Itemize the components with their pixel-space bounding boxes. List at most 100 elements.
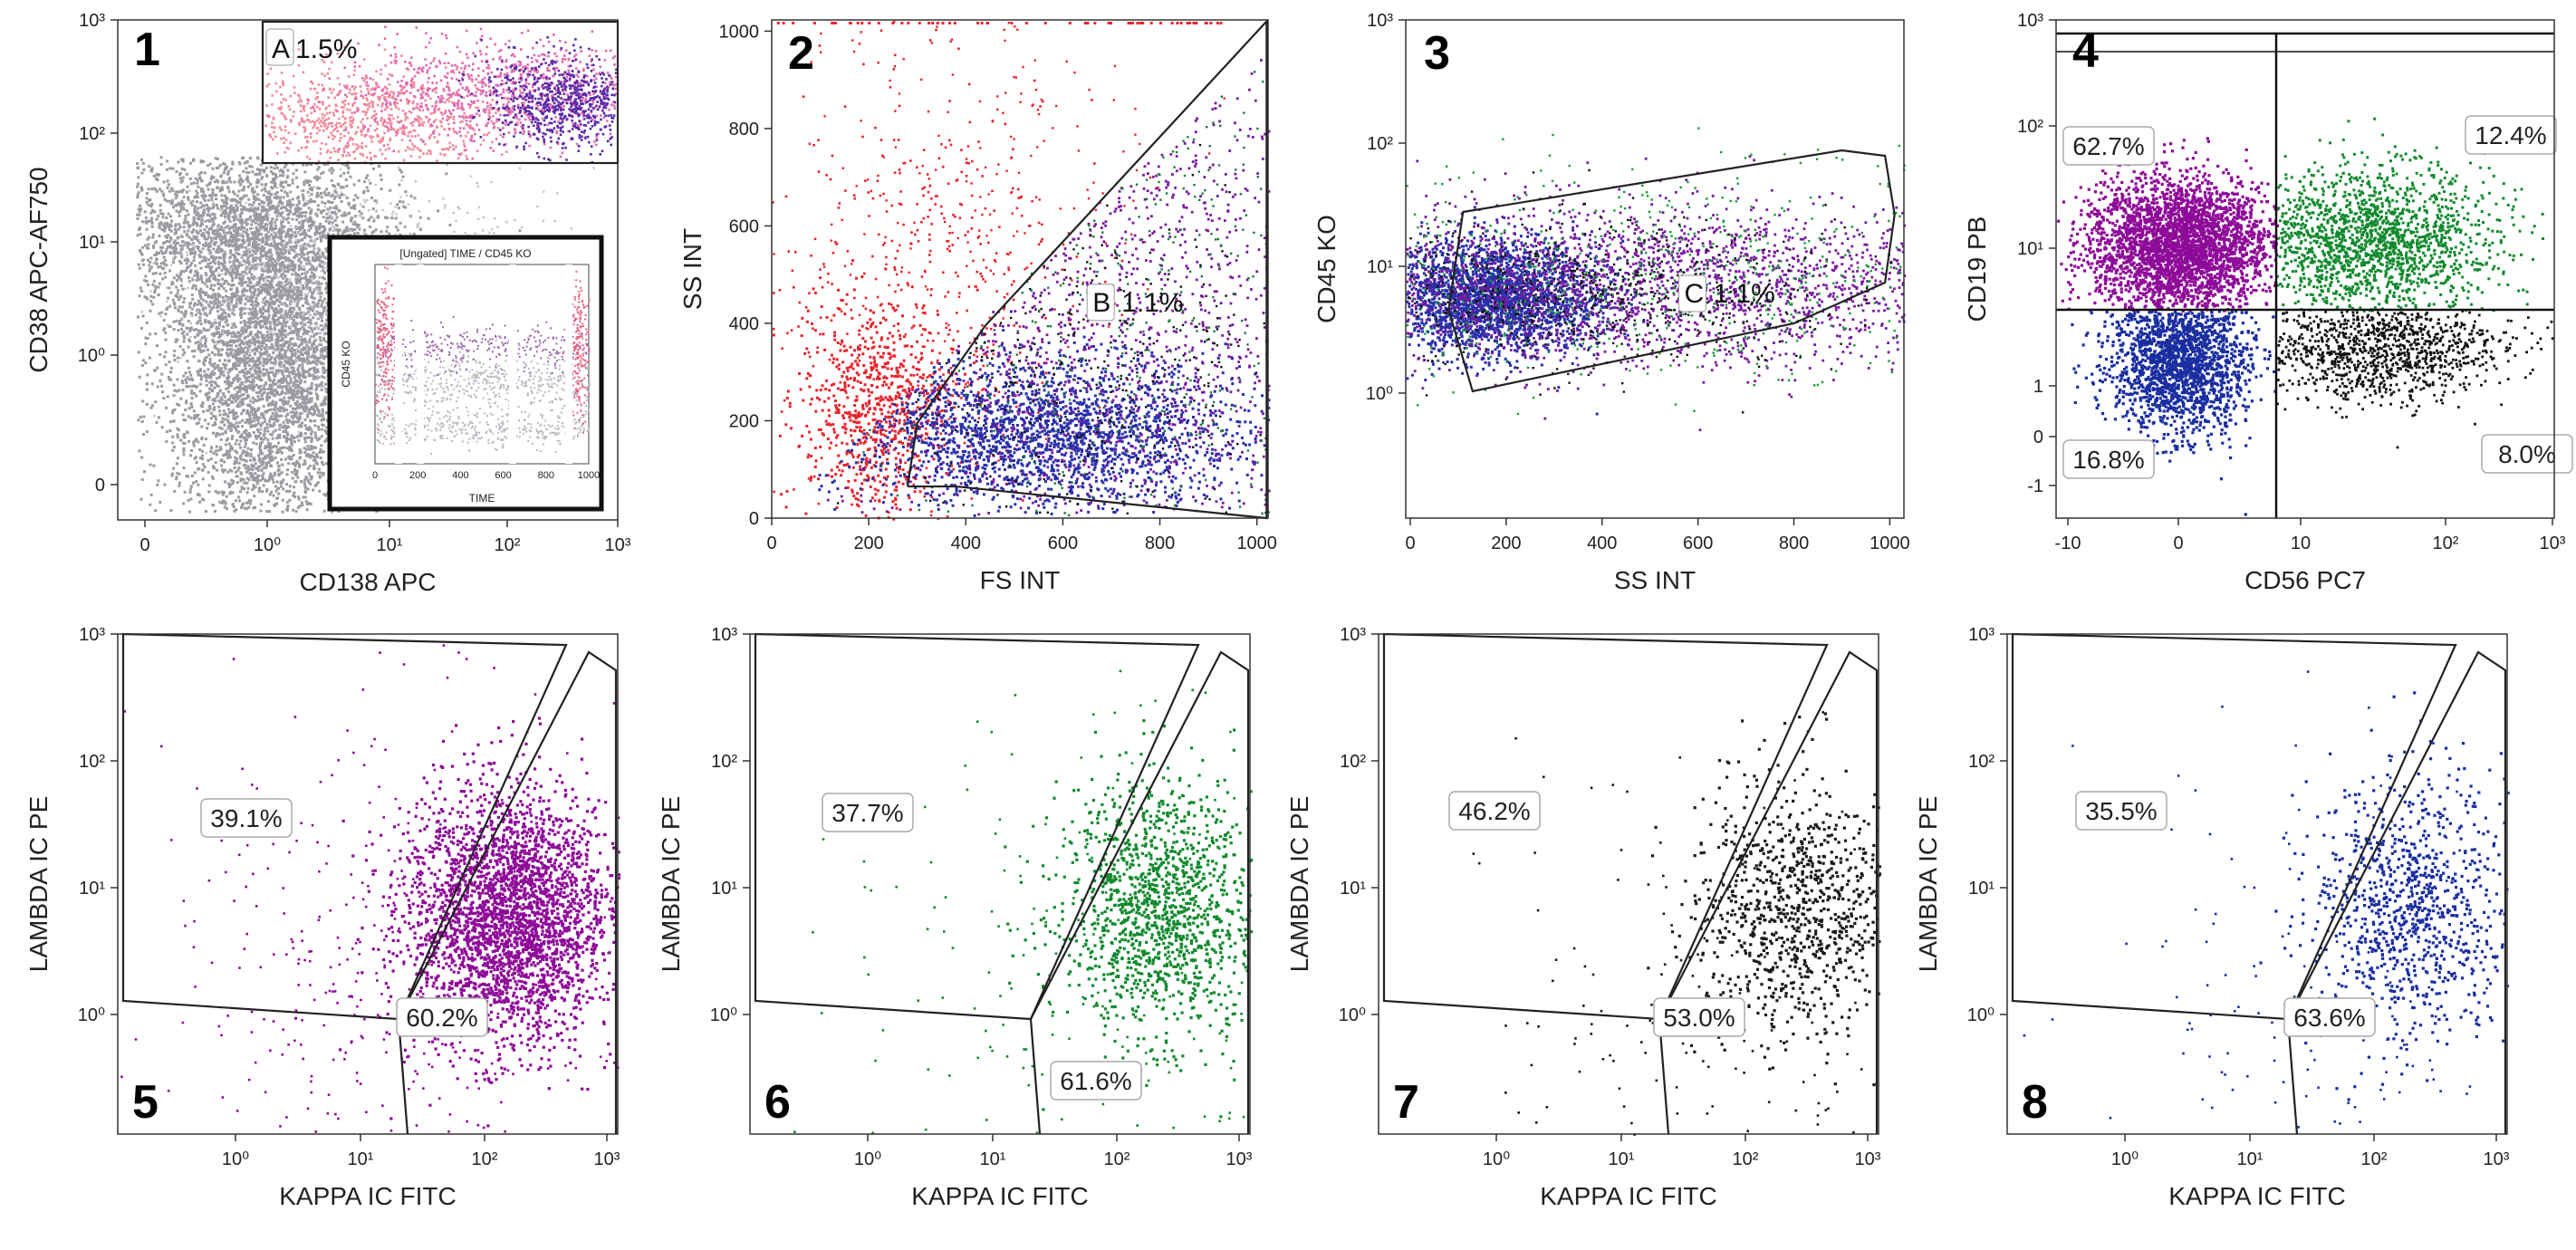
red-edge-event (1180, 22, 1183, 24)
red-edge-event (891, 22, 894, 24)
blue-events (2071, 310, 2276, 516)
y-tick-label: 10¹ (1367, 257, 1393, 277)
x-tick-label: 10⁰ (2111, 1149, 2139, 1169)
x-axis-label: FS INT (980, 566, 1061, 594)
red-edge-event (954, 22, 956, 24)
y-tick-label: 10² (1367, 134, 1393, 154)
y-tick-label: 10⁰ (78, 1005, 105, 1025)
red-edge-event (986, 22, 989, 24)
red-edge-event (900, 22, 903, 24)
y-tick-label: 400 (729, 314, 759, 334)
y-tick-label: 600 (729, 216, 759, 236)
inset-title: [Ungated] TIME / CD45 KO (399, 247, 531, 260)
quadrant-lower-right-pct: 8.0% (2498, 440, 2556, 468)
panel-2: B 1.1%0 200 400 600 800 100002004006008001000F… (678, 20, 1277, 594)
kappa-pct: 60.2% (406, 1004, 477, 1032)
x-tick-label: 800 (1779, 534, 1809, 553)
black-events (837, 144, 1270, 514)
gate-b-value: 1.1% (1121, 288, 1183, 318)
red-edge-event (1069, 22, 1072, 24)
red-edge-event (1141, 22, 1144, 24)
y-tick-label: 10² (711, 752, 737, 772)
lambda-pct: 37.7% (831, 799, 903, 827)
y-tick-label: 800 (729, 120, 759, 139)
y-tick-label: 10¹ (1340, 879, 1366, 899)
lambda-gate (1384, 634, 1827, 1134)
gate-c-label: C (1684, 279, 1704, 309)
x-tick-label: 800 (1145, 534, 1175, 553)
red-edge-event (868, 22, 870, 24)
red-edge-event (1129, 22, 1131, 24)
red-edge-event (1044, 22, 1047, 24)
red-edge-event (1188, 22, 1191, 24)
y-axis-label: CD45 KO (1312, 215, 1341, 323)
black-events (2276, 310, 2554, 448)
gate-c-value: 1.1% (1713, 279, 1774, 309)
y-tick-label: 0 (749, 509, 759, 529)
y-axis-label: LAMBDA IC PE (657, 796, 685, 973)
y-tick-label: 0 (95, 476, 105, 495)
x-tick-label: 0 (2173, 534, 2183, 553)
panel-number: 5 (132, 1076, 159, 1129)
x-tick-label: 10⁰ (1483, 1149, 1510, 1169)
x-tick-label: 600 (1048, 534, 1078, 553)
red-edge-event (813, 22, 816, 24)
x-axis-label: SS INT (1614, 566, 1696, 594)
x-tick-label: -10 (2055, 534, 2081, 553)
x-axis-label: CD56 PC7 (2244, 566, 2366, 594)
black-events (1408, 169, 1892, 414)
y-tick-label: 10¹ (79, 879, 105, 899)
panel-7: 46.2%53.0%10⁰ 10¹ 10² 10³10⁰10¹10²10³KAPPA … (1285, 625, 1881, 1210)
quadrant-upper-left-pct: 62.7% (2072, 132, 2144, 160)
red-edge-event (937, 22, 939, 24)
panel-number: 8 (2022, 1076, 2048, 1129)
kappa-gate (1659, 652, 1877, 1134)
inset-xlabel: TIME (469, 492, 495, 505)
y-axis-label: CD19 PB (1963, 216, 1991, 322)
x-tick-label: 0 (766, 534, 776, 553)
x-tick-label: 10⁰ (254, 535, 281, 555)
y-tick-label: 1000 (719, 22, 760, 42)
y-tick-label: 10⁰ (1339, 1005, 1366, 1025)
lambda-gate (2013, 634, 2456, 1134)
red-edge-event (783, 22, 785, 24)
y-axis-label: LAMBDA IC PE (1914, 796, 1942, 973)
red-edge-event (777, 22, 780, 24)
scattered-events (1473, 711, 1879, 1136)
kappa-pct: 61.6% (1060, 1067, 1131, 1095)
red-edge-event (1209, 22, 1212, 24)
y-axis-label: SS INT (678, 228, 706, 310)
x-axis-label: KAPPA IC FITC (2168, 1182, 2346, 1210)
y-tick-label: 10¹ (2017, 239, 2043, 259)
kappa-pct: 63.6% (2293, 1004, 2365, 1032)
y-tick-label: 10¹ (711, 879, 737, 899)
inset-time-gap (395, 264, 402, 464)
inset-x-tick: 400 (452, 470, 468, 481)
x-axis-label: KAPPA IC FITC (1540, 1182, 1717, 1210)
panel-number: 2 (788, 27, 814, 80)
red-edge-event (907, 22, 909, 24)
red-edge-event (1176, 22, 1178, 24)
x-tick-label: 10¹ (2237, 1149, 2264, 1169)
x-axis-label: KAPPA IC FITC (279, 1182, 457, 1210)
x-tick-label: 10¹ (377, 535, 403, 555)
red-edge-event (1159, 22, 1162, 24)
red-edge-event (976, 22, 979, 24)
red-edge-event (1136, 22, 1139, 24)
x-axis-label: KAPPA IC FITC (911, 1182, 1089, 1210)
y-axis-label: CD38 APC-AF750 (24, 167, 53, 372)
y-tick-label: 10³ (1340, 625, 1366, 645)
red-edge-event (931, 22, 934, 24)
y-tick-label: 1 (2033, 377, 2043, 397)
x-tick-label: 10⁰ (222, 1149, 249, 1169)
kappa-population (339, 716, 620, 1127)
red-edge-event (1205, 22, 1207, 24)
x-tick-label: 10³ (2540, 534, 2566, 553)
red-edge-event (1084, 22, 1087, 24)
red-edge-event (928, 22, 930, 24)
red-edge-event (948, 22, 951, 24)
kappa-gate (2288, 652, 2505, 1134)
inset-x-tick: 0 (372, 470, 378, 481)
